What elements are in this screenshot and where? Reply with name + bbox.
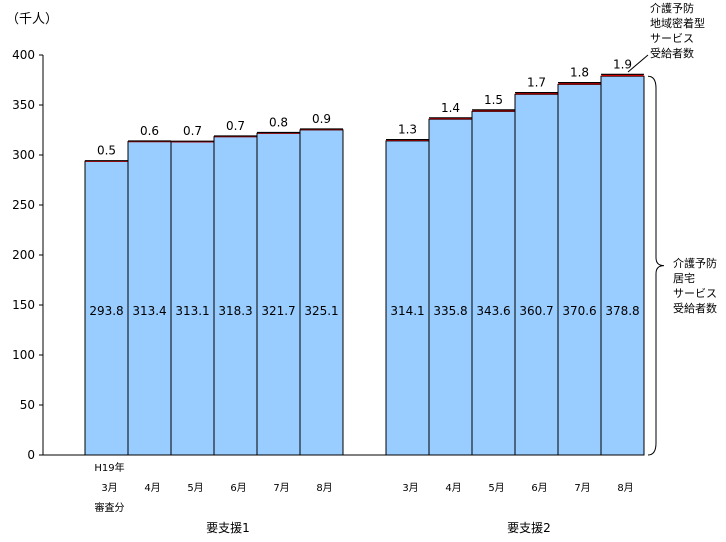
bar-home-service <box>385 140 430 456</box>
right-brace <box>647 75 665 456</box>
category-label: 4月 <box>445 482 461 494</box>
bar-home-service <box>557 83 602 456</box>
bar-value-label: 378.8 <box>605 304 639 318</box>
category-label: 7月 <box>574 482 590 494</box>
bar-community-service <box>386 139 429 141</box>
y-tick-label: 200 <box>12 248 35 262</box>
note-leader-line <box>627 54 649 73</box>
top-segment-value-label: 1.3 <box>398 123 417 137</box>
bar-community-service <box>128 141 171 143</box>
category-label: 4月 <box>144 482 160 494</box>
category-label: 7月 <box>273 482 289 494</box>
y-tick-label: 0 <box>27 448 35 462</box>
group-label: 要支援2 <box>507 521 551 535</box>
bar-community-service <box>601 74 644 77</box>
bar-community-service <box>300 129 343 131</box>
top-segment-value-label: 1.9 <box>613 57 632 71</box>
y-tick-label: 50 <box>20 398 35 412</box>
bar-community-service <box>515 92 558 95</box>
top-segment-value-label: 1.8 <box>570 66 589 80</box>
bar-home-service <box>600 75 645 456</box>
bar-community-service <box>257 132 300 134</box>
bar-value-label: 321.7 <box>261 304 295 318</box>
bar-community-service <box>472 109 515 112</box>
community-service-recipients-note: 介護予防 地域密着型 サービス 受給者数 <box>650 2 705 60</box>
bar-value-label: 318.3 <box>218 304 252 318</box>
bar-value-label: 360.7 <box>519 304 553 318</box>
top-segment-value-label: 0.8 <box>269 116 288 130</box>
bar-home-service <box>213 136 258 456</box>
bar-home-service <box>428 118 473 456</box>
y-tick-label: 150 <box>12 298 35 312</box>
bar-home-service <box>514 93 559 456</box>
top-segment-value-label: 0.6 <box>140 124 159 138</box>
bar-home-service <box>256 132 301 456</box>
top-segment-value-label: 0.9 <box>312 112 331 126</box>
category-label: 6月 <box>230 482 246 494</box>
y-axis-unit-label: （千人） <box>6 12 59 27</box>
top-segment-value-label: 1.7 <box>527 76 546 90</box>
top-segment-value-label: 0.5 <box>97 144 116 158</box>
y-tick-label: 350 <box>12 98 35 112</box>
bar-value-label: 335.8 <box>433 304 467 318</box>
bar-community-service <box>429 117 472 120</box>
bar-value-label: 325.1 <box>304 304 338 318</box>
category-label: 5月 <box>187 482 203 494</box>
bar-home-service <box>170 141 215 456</box>
bar-value-label: 370.6 <box>562 304 596 318</box>
bar-value-label: 293.8 <box>89 304 123 318</box>
top-segment-value-label: 1.5 <box>484 93 503 107</box>
bar-home-service <box>299 129 344 456</box>
y-tick-label: 100 <box>12 348 35 362</box>
category-label: H19年 <box>94 461 124 474</box>
bar-value-label: 313.4 <box>132 304 166 318</box>
y-tick-label: 250 <box>12 198 35 212</box>
bar-home-service <box>471 110 516 456</box>
home-service-recipients-note: 介護予防 居宅 サービス 受給者数 <box>673 257 717 315</box>
category-label: 3月 <box>101 482 117 494</box>
category-label: 6月 <box>531 482 547 494</box>
top-segment-value-label: 0.7 <box>226 119 245 133</box>
bar-home-service <box>84 160 129 456</box>
y-tick-label: 300 <box>12 148 35 162</box>
top-segment-value-label: 0.7 <box>183 124 202 138</box>
bar-community-service <box>558 82 601 85</box>
category-label: 審査分 <box>95 501 125 514</box>
top-segment-value-label: 1.4 <box>441 101 460 115</box>
bar-home-service <box>127 141 172 456</box>
category-label: 8月 <box>316 482 332 494</box>
category-label: 3月 <box>402 482 418 494</box>
category-label: 8月 <box>617 482 633 494</box>
bar-value-label: 343.6 <box>476 304 510 318</box>
group-label: 要支援1 <box>206 521 250 535</box>
category-label: 5月 <box>488 482 504 494</box>
bar-value-label: 313.1 <box>175 304 209 318</box>
bar-community-service <box>214 136 257 138</box>
bar-value-label: 314.1 <box>390 304 424 318</box>
y-tick-label: 400 <box>12 48 35 62</box>
